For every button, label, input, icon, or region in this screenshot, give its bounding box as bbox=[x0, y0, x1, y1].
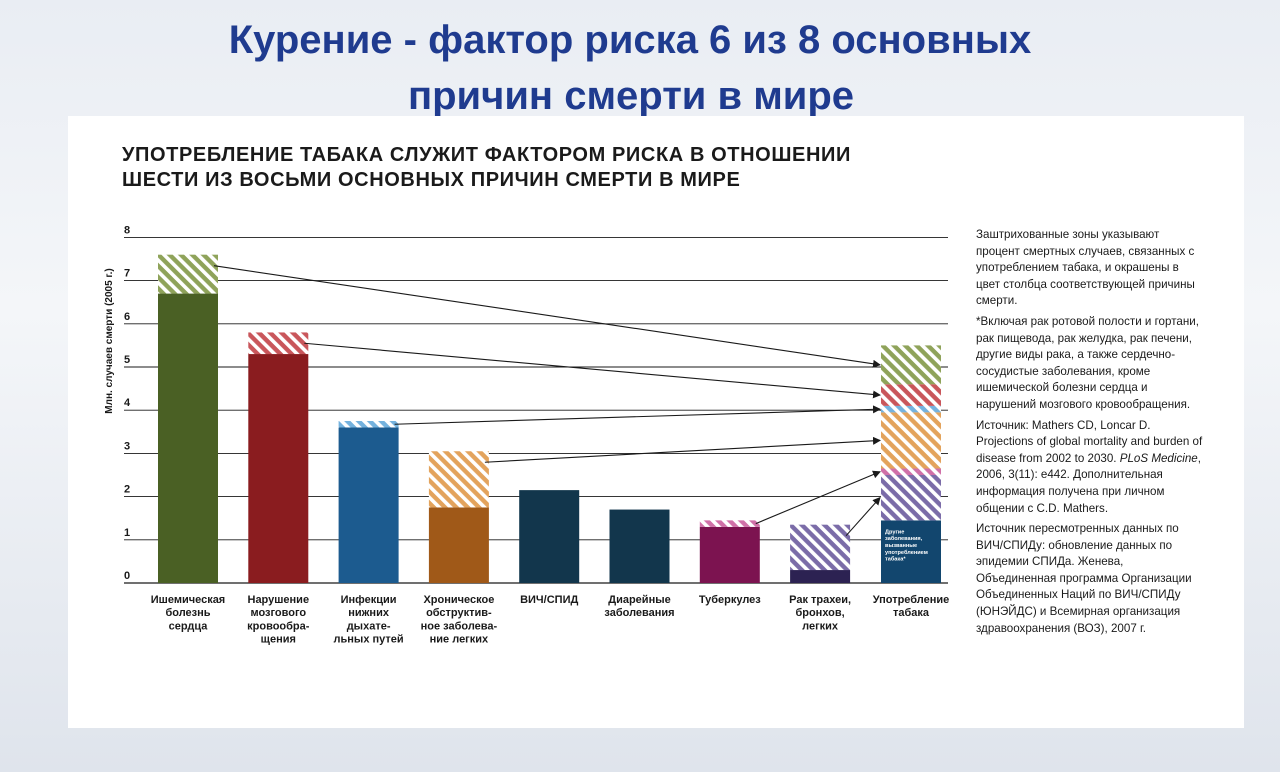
tobacco-bar-other-label-line: заболевания, bbox=[885, 535, 923, 542]
category-label-line: бронхов, bbox=[795, 607, 844, 619]
note-source: Источник: Mathers CD, Loncar D. Projecti… bbox=[976, 418, 1206, 518]
category-label-line: Хроническое bbox=[423, 594, 494, 606]
tobacco-bar-segment bbox=[881, 468, 941, 475]
slide-title-line1: Курение - фактор риска 6 из 8 основных bbox=[228, 18, 1032, 62]
tobacco-bar-segment bbox=[881, 384, 941, 406]
y-axis-label: Млн. случаев смерти (2005 г.) bbox=[104, 268, 115, 413]
bar-solid bbox=[790, 570, 851, 583]
category-label: Рак трахеи, бронхов, легких bbox=[789, 594, 851, 632]
y-tick-label: 5 bbox=[124, 354, 130, 366]
category-label-line: ВИЧ/СПИД bbox=[520, 594, 578, 606]
tobacco-bar-other bbox=[881, 520, 941, 583]
category-label-line: Инфекции bbox=[341, 594, 397, 606]
chart-title: УПОТРЕБЛЕНИЕ ТАБАКА СЛУЖИТ ФАКТОРОМ РИСК… bbox=[122, 143, 851, 193]
chart-panel: УПОТРЕБЛЕНИЕ ТАБАКА СЛУЖИТ ФАКТОРОМ РИСК… bbox=[68, 116, 1244, 728]
arrow bbox=[304, 342, 881, 399]
bar-solid bbox=[519, 490, 580, 583]
category-label-line: ное заболева- bbox=[421, 620, 498, 632]
category-label-line: мозгового bbox=[250, 607, 306, 619]
tobacco-bar-segment bbox=[881, 475, 941, 521]
bar-tobacco-share bbox=[158, 254, 218, 294]
category-label-line: легких bbox=[802, 620, 839, 632]
note-hiv-source: Источник пересмотренных данных по ВИЧ/СП… bbox=[976, 522, 1192, 635]
note-footnote: *Включая рак ротовой полости и гортани, … bbox=[976, 314, 1199, 411]
y-tick-label: 6 bbox=[124, 311, 130, 323]
tobacco-bar-other-label: Другие заболевания, вызванные употреблением… bbox=[885, 529, 928, 562]
slide-title: Курение - фактор риска 6 из 8 основных п… bbox=[0, 12, 1260, 124]
bar-solid bbox=[428, 507, 489, 583]
tobacco-bar-other-label-line: употреблением bbox=[885, 549, 928, 556]
arrow bbox=[484, 436, 881, 463]
tobacco-bar-segment bbox=[881, 405, 941, 413]
tobacco-bar-label-line: табака bbox=[893, 607, 930, 619]
note-hatch: Заштрихованные зоны указывают процент см… bbox=[976, 228, 1195, 308]
category-label: Хроническое обструктив-ное заболева-ние л… bbox=[421, 594, 498, 646]
bar-tobacco-share bbox=[248, 332, 309, 355]
bar-solid bbox=[158, 293, 218, 583]
arrow bbox=[755, 470, 881, 525]
note-source-text: Источник: Mathers CD, Loncar D. Projecti… bbox=[976, 418, 1203, 465]
bar-solid bbox=[338, 427, 399, 583]
category-label-line: Ишемическая bbox=[151, 594, 225, 606]
bar-solid bbox=[699, 526, 760, 583]
category-label-line: кровообра- bbox=[247, 620, 310, 632]
category-label-line: щения bbox=[261, 634, 296, 646]
category-label-line: заболевания bbox=[604, 607, 674, 619]
category-label: Ишемическая болезнь сердца bbox=[151, 594, 225, 632]
bar-tobacco-share bbox=[428, 451, 489, 508]
tobacco-bar-other-label-line: Другие bbox=[885, 529, 904, 535]
category-label-line: дыхате- bbox=[347, 620, 391, 632]
category-label: Туберкулез bbox=[699, 594, 761, 606]
category-label-line: льных путей bbox=[334, 634, 404, 646]
y-tick-label: 7 bbox=[124, 268, 130, 280]
y-tick-label: 3 bbox=[124, 440, 130, 452]
tobacco-bar-label-line: Употребление bbox=[873, 594, 950, 606]
tobacco-bar-segment bbox=[881, 412, 941, 469]
bar-chart: 0 1 2 3 4 5 6 7 8 Другие заболевания, вызванные упо… bbox=[104, 224, 950, 646]
chart-notes: Заштрихованные зоны указывают процент см… bbox=[976, 227, 1206, 641]
arrow bbox=[394, 405, 881, 425]
bars: Другие заболевания, вызванные употреблением… bbox=[158, 254, 941, 583]
category-label: Нарушение мозгового кровообра-щения bbox=[247, 594, 310, 646]
chart-title-line1: УПОТРЕБЛЕНИЕ ТАБАКА СЛУЖИТ ФАКТОРОМ РИСК… bbox=[122, 144, 851, 166]
category-label-line: Рак трахеи, bbox=[789, 594, 851, 606]
bar-tobacco-share bbox=[790, 524, 851, 571]
chart-title-line2: ШЕСТИ ИЗ ВОСЬМИ ОСНОВНЫХ ПРИЧИН СМЕРТИ В… bbox=[122, 169, 741, 191]
bar-solid bbox=[609, 509, 670, 583]
category-label: Инфекции нижних дыхате-льных путей bbox=[334, 594, 404, 646]
category-label-line: Туберкулез bbox=[699, 594, 761, 606]
y-tick-label: 2 bbox=[124, 484, 130, 496]
tobacco-bar-segment bbox=[881, 345, 941, 385]
arrow bbox=[845, 496, 881, 537]
tobacco-bar-other-label-line: табака* bbox=[885, 556, 906, 563]
category-labels: Ишемическая болезнь сердца Нарушение мозгово… bbox=[151, 594, 950, 646]
tobacco-bar-label: Употребление табака bbox=[873, 594, 950, 619]
slide-title-line2: причин смерти в мире bbox=[407, 74, 855, 118]
note-source-journal: PLoS Medicine bbox=[1119, 451, 1198, 465]
category-label-line: обструктив- bbox=[426, 607, 492, 619]
bar-tobacco-share bbox=[338, 421, 399, 428]
arrows bbox=[213, 265, 881, 537]
y-tick-label: 1 bbox=[124, 527, 130, 539]
category-label: ВИЧ/СПИД bbox=[520, 594, 578, 606]
category-label-line: ние легких bbox=[430, 634, 489, 646]
note-source-tail: , 2006, 3(11): e442. Дополнительная инфо… bbox=[976, 451, 1201, 515]
category-label-line: нижних bbox=[348, 607, 390, 619]
category-label-line: болезнь bbox=[165, 607, 210, 619]
y-tick-label: 8 bbox=[124, 224, 130, 236]
category-label-line: Нарушение bbox=[248, 594, 310, 606]
category-label-line: сердца bbox=[169, 620, 209, 632]
y-tick-label: 0 bbox=[124, 570, 130, 582]
bar-tobacco-share bbox=[699, 520, 760, 527]
bar-solid bbox=[248, 354, 309, 583]
category-label-line: Диарейные bbox=[608, 594, 670, 606]
y-tick-label: 4 bbox=[124, 397, 131, 409]
category-label: Диарейные заболевания bbox=[604, 594, 674, 619]
arrow bbox=[213, 265, 881, 368]
tobacco-bar-other-label-line: вызванные bbox=[885, 543, 917, 549]
